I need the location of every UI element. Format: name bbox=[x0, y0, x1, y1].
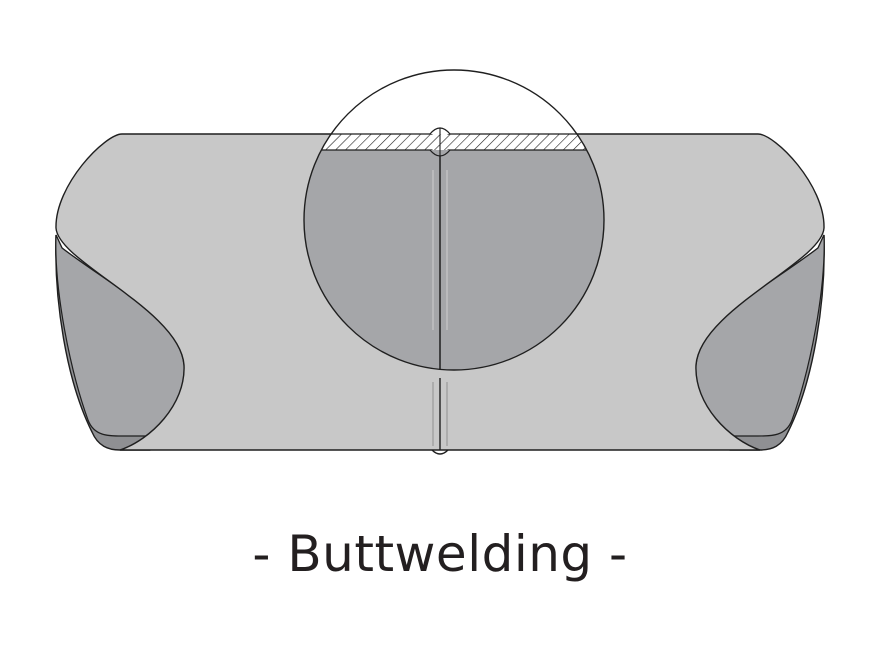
diagram-caption: - Buttwelding - bbox=[252, 525, 628, 583]
weld-seam bbox=[431, 378, 449, 455]
buttwelding-diagram bbox=[55, 69, 825, 455]
pipe-wall-cross-section bbox=[304, 129, 604, 155]
magnifier-lens-outline bbox=[303, 69, 605, 371]
